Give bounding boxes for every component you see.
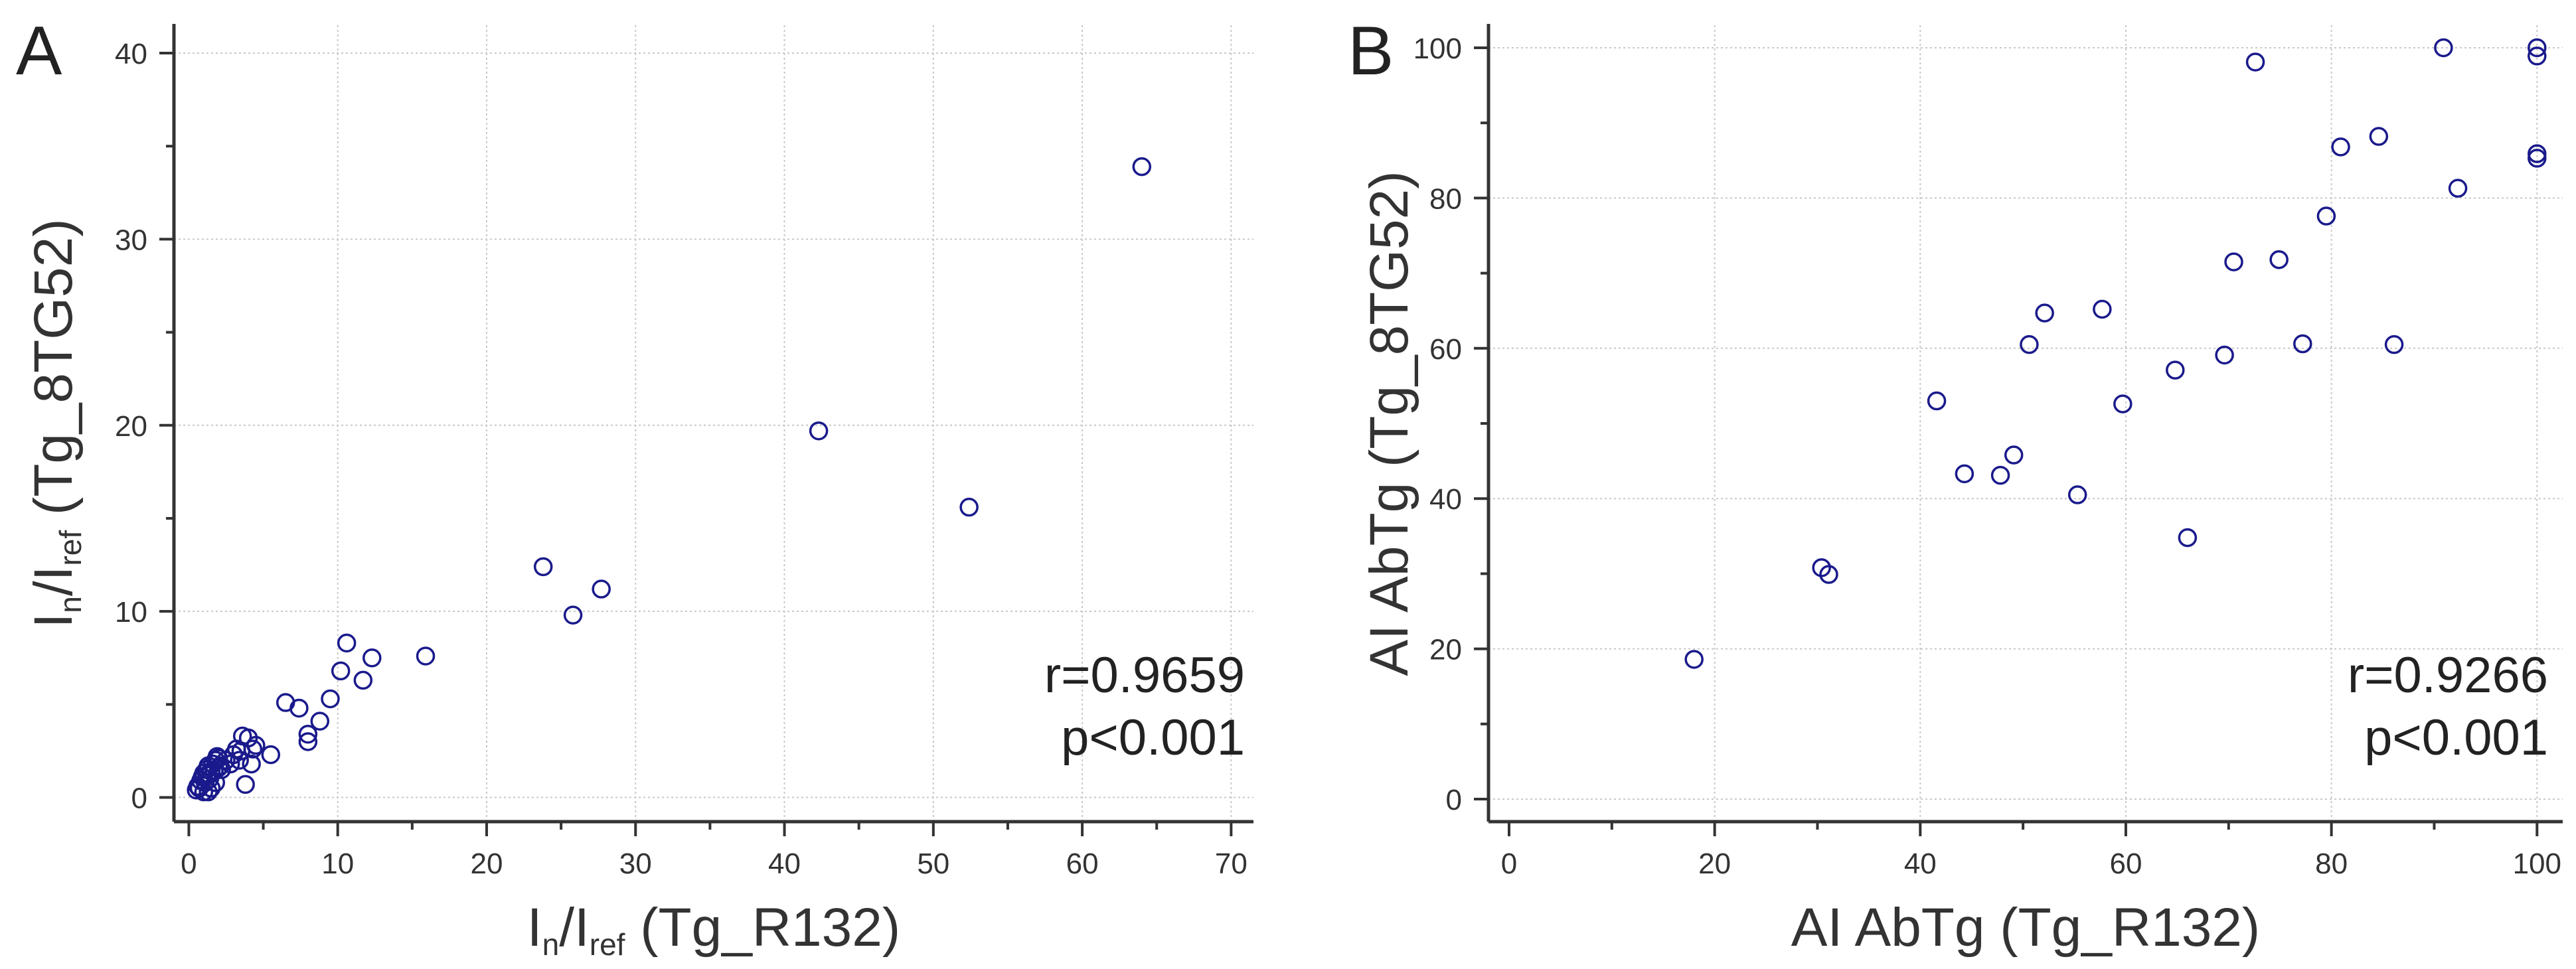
panel-b-x-tick-label: 80: [2315, 848, 2348, 880]
panel-a-data-point: [261, 745, 281, 765]
panel-b-data-point: [2067, 485, 2087, 504]
panel-a-p-value-label: p<0.001: [1061, 709, 1245, 766]
panel-a-data-point: [236, 775, 255, 794]
panel-b-y-tick-label: 60: [1429, 333, 1462, 366]
panel-b-data-point: [2113, 394, 2133, 413]
panel-a-y-tick-label: 20: [115, 410, 147, 443]
panel-a-data-point: [337, 633, 357, 653]
panel-b-data-point: [2528, 149, 2547, 168]
panel-a-data-point: [416, 646, 436, 666]
panel-b-y-tick-label: 20: [1429, 634, 1462, 666]
panel-b-data-point: [2178, 528, 2198, 548]
panel-a-data-point: [243, 739, 263, 759]
panel-b-data-point: [2035, 303, 2054, 323]
panel-a-x-axis-title-slash: /I: [559, 897, 590, 958]
panel-a-correlation-label: r=0.9659: [1044, 647, 1245, 704]
panel-b-y-axis-title: AI AbTg (Tg_8TG52): [1359, 171, 1419, 676]
panel-a-data-point: [959, 497, 979, 517]
panel-b-data-point: [2093, 299, 2112, 319]
panel-b-data-point: [1684, 650, 1704, 669]
panel-a-x-tick-label: 10: [321, 848, 354, 880]
panel-a-y-axis-title-sub2: ref: [53, 530, 88, 566]
panel-a-y-tick-label: 40: [115, 38, 147, 70]
panel-b-data-point: [2448, 179, 2468, 198]
panel-b-x-tick-label: 60: [2109, 848, 2142, 880]
panel-a-data-point: [563, 605, 583, 625]
panel-a-x-tick-label: 40: [768, 848, 801, 880]
panel-b-data-point: [1955, 464, 1974, 484]
panel-a-data-point: [298, 724, 318, 744]
panel-b-data-point: [2316, 206, 2336, 226]
panel-b-data-point: [2528, 46, 2547, 66]
panel-a-y-tick-label: 30: [115, 224, 147, 256]
panel-b-data-point: [2331, 137, 2350, 157]
panel-a-data-point: [533, 557, 553, 577]
panel-b-letter: B: [1348, 13, 1394, 90]
panel-a-y-axis-title-sub1: n: [53, 596, 88, 613]
panel-b-data-point: [2020, 335, 2039, 354]
panel-b-p-value-label: p<0.001: [2364, 709, 2548, 766]
panel-a-data-point: [353, 670, 373, 690]
panel-a-x-tick-label: 60: [1066, 848, 1099, 880]
panel-a-x-axis-title-sub1: n: [542, 927, 560, 962]
panel-a-data-point: [242, 754, 261, 774]
panel-a-data-point: [362, 648, 382, 668]
panel-b-scatter: B 0 20 40 60 80 100 0 20 40 60 80 100 AI AbTg (Tg_R13…: [1348, 13, 2563, 958]
panel-a-data-point: [809, 421, 829, 441]
panel-b-data-point: [2224, 252, 2243, 271]
panel-b-y-tick-label: 100: [1413, 33, 1462, 65]
panel-b-x-tick-label: 0: [1501, 848, 1517, 880]
panel-a-data-point: [310, 711, 330, 731]
panel-b-data-point: [2215, 345, 2234, 365]
panel-a-x-tick-label: 50: [917, 848, 949, 880]
panel-a-x-axis-title-sub2: ref: [590, 927, 625, 962]
panel-b-x-tick-label: 100: [2513, 848, 2561, 880]
panel-a-y-axis-title-rest: (Tg_8TG52): [23, 218, 84, 530]
panel-a-y-tick-label: 10: [115, 596, 147, 629]
panel-b-x-tick-label: 40: [1904, 848, 1937, 880]
panel-b-correlation-label: r=0.9266: [2348, 647, 2548, 704]
panel-b-data-point: [1819, 565, 1838, 584]
panel-a-y-tick-label: 0: [131, 783, 147, 815]
panel-a-y-axis-title: In/Iref (Tg_8TG52): [23, 218, 88, 628]
panel-a-x-tick-label: 30: [619, 848, 652, 880]
panel-a-x-axis-title-main: I: [527, 897, 542, 958]
panel-b-data-point: [1927, 391, 1947, 411]
panel-b-data-point: [2293, 334, 2312, 354]
panel-b-data-point: [2269, 250, 2289, 269]
panel-a-x-tick-label: 0: [181, 848, 197, 880]
panel-a-y-axis-title-slash: /I: [23, 566, 84, 597]
panel-a-data-point: [230, 751, 249, 770]
panel-a-x-tick-label: 70: [1215, 848, 1248, 880]
panel-b-x-tick-label: 20: [1698, 848, 1731, 880]
panel-a-data-point: [1132, 157, 1152, 177]
panel-a-data-point: [289, 698, 309, 718]
panel-a-x-axis-title: In/Iref (Tg_R132): [527, 897, 900, 962]
panel-b-y-tick-label: 40: [1429, 483, 1462, 516]
panel-a-data-point: [592, 579, 611, 599]
panel-b-y-tick-label: 0: [1446, 784, 1462, 816]
panel-a-data-point: [298, 732, 318, 751]
panel-a-letter: A: [16, 13, 62, 90]
panel-a-data-point: [331, 661, 351, 681]
panel-b-data-point: [2166, 360, 2185, 380]
panel-a-x-axis-title-rest: (Tg_R132): [625, 897, 900, 958]
panel-b-data-point: [2369, 127, 2389, 146]
panel-a-data-point: [246, 735, 266, 755]
panel-b-data-point: [2245, 52, 2265, 72]
panel-a-y-axis-title-main: I: [23, 613, 84, 629]
panel-b-data-point: [2004, 445, 2024, 465]
panel-b-data-point: [2384, 335, 2404, 354]
panel-b-data-point: [2528, 38, 2547, 58]
panel-b-data-point: [2434, 38, 2453, 58]
panel-b-x-axis-title: AI AbTg (Tg_R132): [1791, 897, 2260, 958]
panel-b-data-point: [1990, 465, 2010, 485]
panel-a-data-point: [321, 689, 340, 709]
panel-b-y-tick-label: 80: [1429, 183, 1462, 215]
panel-a-x-tick-label: 20: [471, 848, 503, 880]
